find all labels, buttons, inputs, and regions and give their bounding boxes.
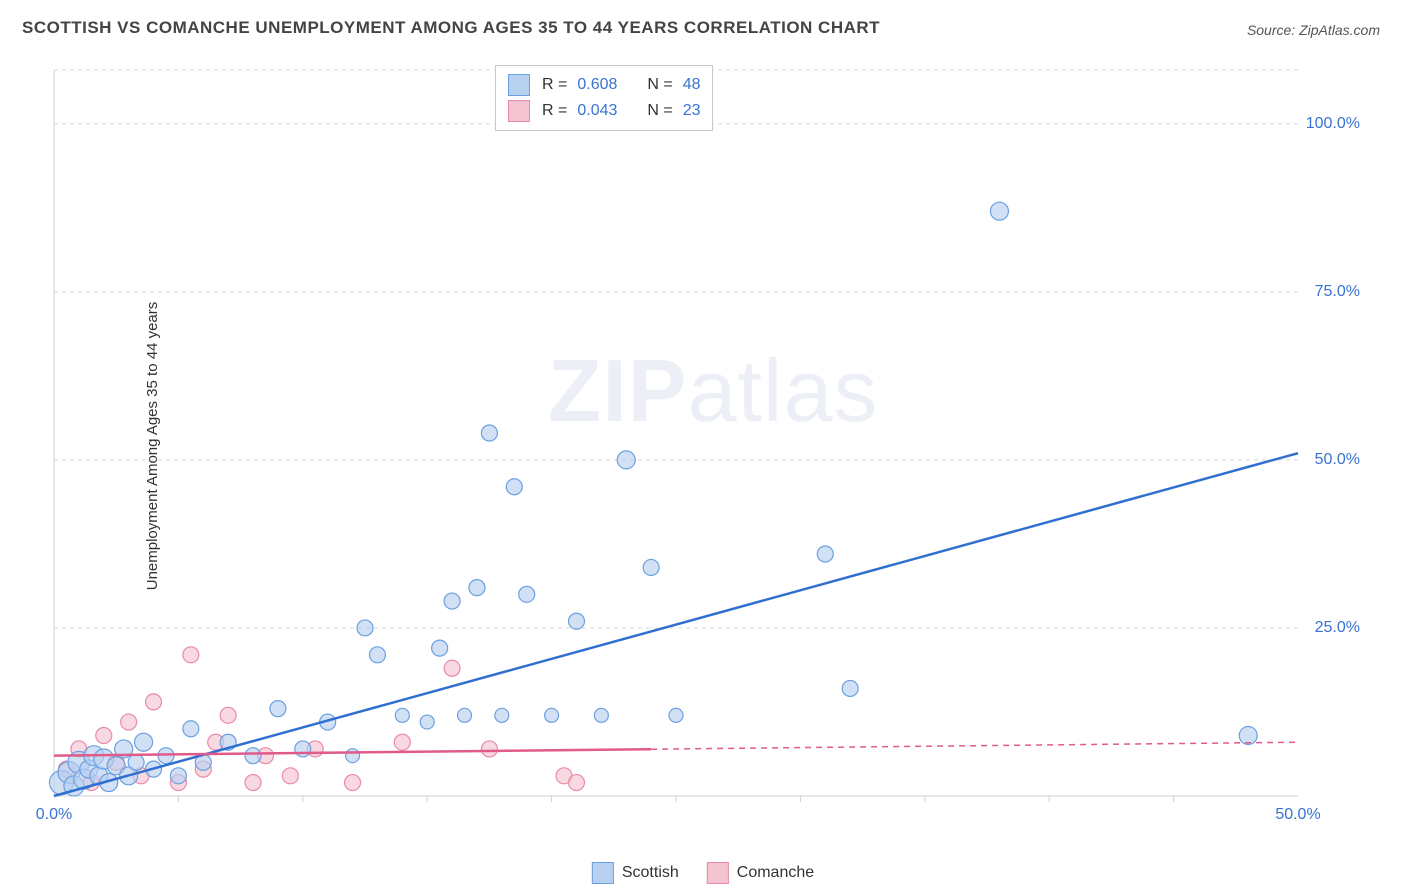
x-tick-label: 50.0% <box>1275 806 1320 824</box>
legend-label-comanche: Comanche <box>737 864 814 882</box>
y-tick-label: 50.0% <box>1315 451 1360 469</box>
scatter-chart-svg <box>48 60 1378 830</box>
legend-item-comanche: Comanche <box>707 862 814 884</box>
r-label: R = <box>542 72 567 98</box>
chart-plot-area: ZIPatlas 25.0%50.0%75.0%100.0%0.0%50.0% <box>48 60 1378 830</box>
n-label: N = <box>647 98 672 124</box>
legend-row-comanche: R = 0.043 N = 23 <box>508 98 700 124</box>
n-value-comanche: 23 <box>683 98 701 124</box>
swatch-scottish <box>508 74 530 96</box>
series-legend: Scottish Comanche <box>592 862 814 884</box>
correlation-legend: R = 0.608 N = 48 R = 0.043 N = 23 <box>495 65 713 131</box>
x-tick-label: 0.0% <box>36 806 72 824</box>
swatch-comanche <box>707 862 729 884</box>
legend-label-scottish: Scottish <box>622 864 679 882</box>
n-value-scottish: 48 <box>683 72 701 98</box>
chart-title: SCOTTISH VS COMANCHE UNEMPLOYMENT AMONG … <box>22 18 880 38</box>
source-credit: Source: ZipAtlas.com <box>1247 22 1380 38</box>
legend-item-scottish: Scottish <box>592 862 679 884</box>
y-tick-label: 100.0% <box>1306 115 1360 133</box>
y-tick-label: 25.0% <box>1315 619 1360 637</box>
n-label: N = <box>647 72 672 98</box>
swatch-comanche <box>508 100 530 122</box>
r-value-scottish: 0.608 <box>577 72 629 98</box>
y-tick-label: 75.0% <box>1315 283 1360 301</box>
legend-row-scottish: R = 0.608 N = 48 <box>508 72 700 98</box>
r-label: R = <box>542 98 567 124</box>
swatch-scottish <box>592 862 614 884</box>
r-value-comanche: 0.043 <box>577 98 629 124</box>
